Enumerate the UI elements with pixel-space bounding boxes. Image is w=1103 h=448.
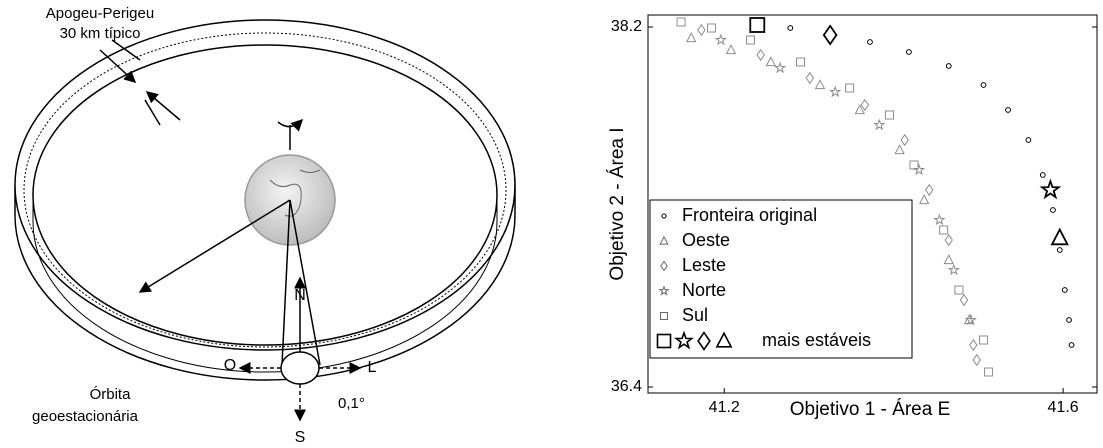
point	[947, 263, 961, 276]
x-tick-label: 41.2	[709, 399, 740, 416]
point	[714, 33, 728, 46]
point	[900, 133, 909, 147]
legend-label: Norte	[682, 280, 726, 300]
dir-o: O	[224, 357, 236, 374]
x-label: Objetivo 1 - Área E	[790, 399, 951, 420]
point	[765, 56, 777, 67]
dir-n: N	[294, 287, 306, 304]
point	[795, 57, 805, 67]
point	[1005, 107, 1011, 113]
point	[980, 82, 987, 88]
point	[918, 194, 930, 205]
point	[756, 48, 765, 62]
ring-side	[14, 185, 516, 381]
point	[963, 314, 975, 325]
arrow-in	[99, 49, 137, 84]
point	[746, 35, 756, 45]
legend-label: Oeste	[682, 230, 730, 250]
point	[912, 163, 926, 176]
point	[676, 17, 686, 27]
legend-label: mais estáveis	[762, 330, 871, 350]
point	[1039, 178, 1062, 200]
point	[854, 104, 866, 115]
point	[884, 110, 894, 120]
point	[829, 85, 842, 98]
point	[1066, 317, 1072, 323]
point	[939, 225, 949, 235]
point	[715, 331, 733, 348]
continents	[269, 169, 321, 217]
point	[972, 353, 981, 367]
point	[660, 260, 668, 272]
thickness-arrows	[111, 39, 161, 126]
point	[661, 213, 667, 219]
x-tick-label: 41.6	[1048, 399, 1079, 416]
point	[659, 235, 669, 245]
y-label: Objetivo 2 - Área I	[607, 127, 628, 280]
point	[1025, 137, 1032, 143]
angle: 0,1°	[338, 395, 365, 412]
legend-box	[649, 199, 913, 359]
dir-l: L	[368, 359, 377, 376]
point	[787, 25, 794, 31]
legend-label: Sul	[682, 305, 708, 325]
point	[873, 118, 886, 131]
point	[1068, 342, 1075, 348]
point	[1050, 227, 1069, 246]
point	[959, 293, 969, 307]
box	[280, 351, 320, 385]
point	[1056, 247, 1063, 253]
point	[978, 335, 988, 345]
point	[805, 71, 815, 85]
legend-label: Fronteira original	[682, 205, 817, 225]
point	[909, 160, 919, 170]
point	[969, 338, 978, 352]
rotation-arrow	[277, 118, 304, 132]
ring-dotted	[23, 32, 507, 348]
point	[933, 213, 946, 226]
orbit-diagram	[14, 19, 516, 422]
point	[894, 144, 905, 155]
point	[822, 24, 838, 46]
orbit-label: Órbita	[90, 386, 132, 403]
point	[685, 32, 697, 43]
point	[1050, 207, 1056, 213]
point	[749, 17, 766, 33]
point	[906, 49, 912, 55]
point	[984, 367, 994, 377]
dir-s: S	[295, 429, 306, 446]
point	[725, 44, 737, 55]
point	[1039, 172, 1046, 178]
point	[707, 23, 717, 33]
point	[945, 63, 952, 69]
point	[814, 79, 826, 90]
point	[845, 83, 855, 93]
note: Apogeu-Perigeu	[46, 5, 154, 22]
point	[954, 285, 964, 295]
point	[656, 333, 672, 349]
point	[867, 39, 873, 45]
legend-label: Leste	[682, 255, 726, 275]
point	[1061, 287, 1068, 293]
point	[944, 233, 953, 247]
point	[673, 330, 695, 350]
point	[697, 331, 711, 351]
point	[964, 313, 977, 326]
plot-frame	[647, 14, 1098, 394]
point	[773, 61, 787, 74]
point	[860, 98, 870, 112]
point	[658, 285, 670, 296]
arrow-in2	[145, 91, 181, 121]
ring-inner-side	[32, 195, 498, 373]
point	[697, 23, 706, 37]
orbit-label: geoestacionária	[32, 408, 139, 425]
y-tick-label: 38.2	[611, 18, 642, 35]
orbit-pointer	[138, 199, 291, 293]
point	[925, 183, 934, 197]
y-tick-label: 36.4	[611, 378, 642, 395]
point	[943, 254, 954, 265]
point	[660, 312, 668, 320]
note: 30 km típico	[60, 25, 141, 42]
